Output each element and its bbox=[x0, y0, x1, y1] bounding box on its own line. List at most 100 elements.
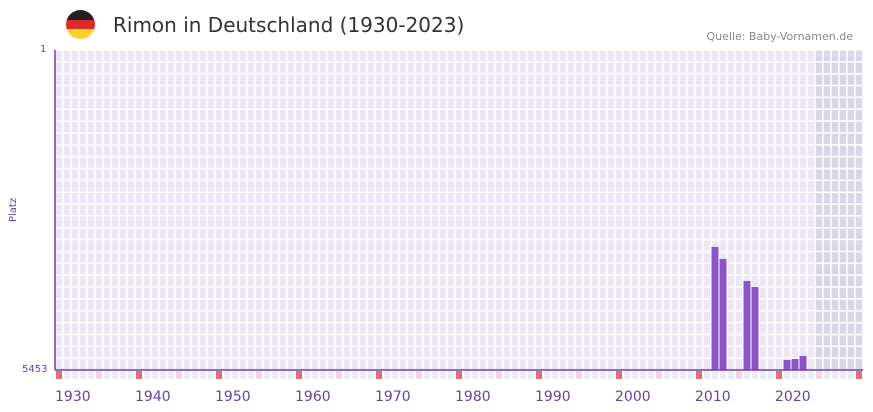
year-marker bbox=[696, 371, 702, 379]
year-marker bbox=[608, 371, 614, 379]
year-marker bbox=[320, 371, 326, 379]
year-marker bbox=[808, 371, 814, 379]
year-marker bbox=[472, 371, 478, 379]
year-marker bbox=[848, 371, 854, 379]
year-marker bbox=[648, 371, 654, 379]
year-marker bbox=[200, 371, 206, 379]
year-marker bbox=[392, 371, 398, 379]
year-marker bbox=[448, 371, 454, 379]
bar-2010 bbox=[711, 246, 719, 370]
year-marker bbox=[776, 371, 782, 379]
year-marker bbox=[544, 371, 550, 379]
year-marker bbox=[688, 371, 694, 379]
year-marker bbox=[576, 371, 582, 379]
x-tick-label: 2020 bbox=[775, 389, 811, 405]
year-marker bbox=[280, 371, 286, 379]
year-marker bbox=[368, 371, 374, 379]
year-marker bbox=[568, 371, 574, 379]
year-marker bbox=[296, 371, 302, 379]
year-marker bbox=[816, 371, 822, 379]
x-tick-label: 2010 bbox=[695, 389, 731, 405]
year-marker bbox=[72, 371, 78, 379]
year-marker bbox=[104, 371, 110, 379]
year-marker bbox=[824, 371, 830, 379]
year-marker bbox=[360, 371, 366, 379]
year-marker bbox=[840, 371, 846, 379]
year-marker bbox=[752, 371, 758, 379]
year-marker bbox=[344, 371, 350, 379]
year-marker bbox=[88, 371, 94, 379]
year-marker bbox=[208, 371, 214, 379]
year-marker bbox=[248, 371, 254, 379]
year-marker bbox=[128, 371, 134, 379]
bar-2015 bbox=[751, 286, 759, 370]
germany-flag-icon bbox=[66, 10, 95, 39]
year-marker bbox=[288, 371, 294, 379]
year-marker bbox=[240, 371, 246, 379]
x-tick-label: 1940 bbox=[135, 389, 171, 405]
source-link[interactable]: Quelle: Baby-Vornamen.de bbox=[706, 30, 853, 43]
year-marker bbox=[176, 371, 182, 379]
year-marker bbox=[312, 371, 318, 379]
year-marker bbox=[440, 371, 446, 379]
year-marker bbox=[704, 371, 710, 379]
year-marker bbox=[640, 371, 646, 379]
year-marker bbox=[584, 371, 590, 379]
year-marker bbox=[520, 371, 526, 379]
year-marker bbox=[120, 371, 126, 379]
year-marker bbox=[760, 371, 766, 379]
bar-2019 bbox=[783, 359, 791, 370]
year-marker bbox=[264, 371, 270, 379]
bar-2011 bbox=[719, 258, 727, 370]
year-marker bbox=[536, 371, 542, 379]
year-marker bbox=[400, 371, 406, 379]
year-marker bbox=[792, 371, 798, 379]
year-marker bbox=[512, 371, 518, 379]
year-marker bbox=[328, 371, 334, 379]
year-marker bbox=[800, 371, 806, 379]
year-marker bbox=[216, 371, 222, 379]
year-marker bbox=[384, 371, 390, 379]
year-marker bbox=[552, 371, 558, 379]
year-marker bbox=[744, 371, 750, 379]
year-marker bbox=[168, 371, 174, 379]
year-marker bbox=[432, 371, 438, 379]
x-tick-label: 1930 bbox=[55, 389, 91, 405]
x-tick-label: 1980 bbox=[455, 389, 491, 405]
year-marker bbox=[56, 371, 62, 379]
year-marker bbox=[424, 371, 430, 379]
year-marker bbox=[616, 371, 622, 379]
year-marker bbox=[624, 371, 630, 379]
year-marker bbox=[712, 371, 718, 379]
x-tick-label: 1970 bbox=[375, 389, 411, 405]
year-marker bbox=[96, 371, 102, 379]
year-marker bbox=[856, 371, 862, 379]
x-tick-label: 1950 bbox=[215, 389, 251, 405]
year-marker bbox=[136, 371, 142, 379]
year-marker bbox=[480, 371, 486, 379]
year-marker bbox=[192, 371, 198, 379]
year-marker bbox=[592, 371, 598, 379]
year-marker bbox=[256, 371, 262, 379]
year-marker bbox=[600, 371, 606, 379]
year-marker bbox=[656, 371, 662, 379]
x-tick-label: 1960 bbox=[295, 389, 331, 405]
year-marker bbox=[64, 371, 70, 379]
x-tick-label: 1990 bbox=[535, 389, 571, 405]
year-marker bbox=[144, 371, 150, 379]
x-tick-label: 2000 bbox=[615, 389, 651, 405]
bar-2021 bbox=[799, 355, 807, 370]
year-marker bbox=[488, 371, 494, 379]
year-marker bbox=[672, 371, 678, 379]
chart-title: Rimon in Deutschland (1930-2023) bbox=[113, 13, 465, 37]
year-marker bbox=[232, 371, 238, 379]
year-marker bbox=[376, 371, 382, 379]
year-marker bbox=[560, 371, 566, 379]
year-marker bbox=[336, 371, 342, 379]
year-marker bbox=[528, 371, 534, 379]
year-marker bbox=[664, 371, 670, 379]
year-marker bbox=[768, 371, 774, 379]
year-marker bbox=[464, 371, 470, 379]
